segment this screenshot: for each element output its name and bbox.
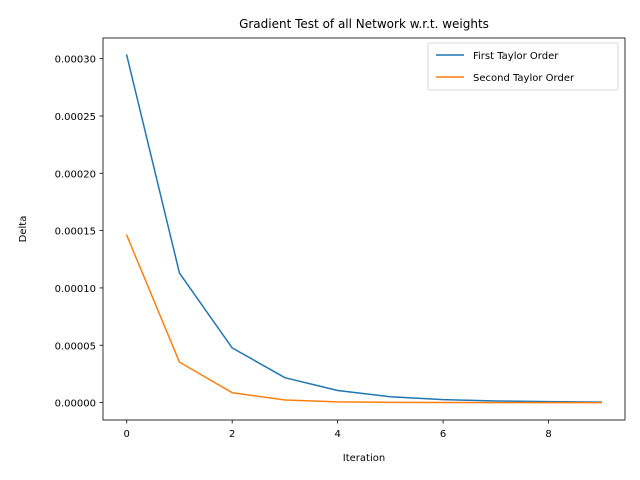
chart-title: Gradient Test of all Network w.r.t. weig… <box>239 17 489 31</box>
legend-label-first-taylor-order: First Taylor Order <box>473 51 559 62</box>
series-line-first-taylor-order <box>125 54 603 403</box>
y-tick-label: 0.00005 <box>55 341 96 352</box>
x-tick-label: 6 <box>440 429 446 440</box>
series-layer <box>125 54 603 404</box>
axes-frame <box>102 37 626 421</box>
y-axis-ticks: 0.00000 0.00005 0.00010 0.00015 0.00020 0.000… <box>55 55 103 410</box>
series-line-second-taylor-order <box>125 234 603 404</box>
y-tick-label: 0.00025 <box>55 112 96 123</box>
x-tick-label: 2 <box>229 429 235 440</box>
x-tick-label: 8 <box>545 429 551 440</box>
y-tick-label: 0.00030 <box>55 55 96 66</box>
y-tick-label: 0.00010 <box>55 284 96 295</box>
y-tick-label: 0.00020 <box>55 169 96 180</box>
y-tick-label: 0.00000 <box>55 399 96 410</box>
y-tick-label: 0.00015 <box>55 227 96 238</box>
x-tick-label: 0 <box>124 429 130 440</box>
x-tick-label: 4 <box>334 429 340 440</box>
legend: First Taylor Order Second Taylor Order <box>427 42 619 91</box>
x-axis-label: Iteration <box>343 453 385 464</box>
legend-label-second-taylor-order: Second Taylor Order <box>473 73 575 84</box>
plot-area <box>102 37 626 421</box>
y-axis-label: Delta <box>18 216 29 243</box>
x-axis-ticks: 0 2 4 6 8 <box>124 420 552 440</box>
legend-box <box>427 42 619 91</box>
